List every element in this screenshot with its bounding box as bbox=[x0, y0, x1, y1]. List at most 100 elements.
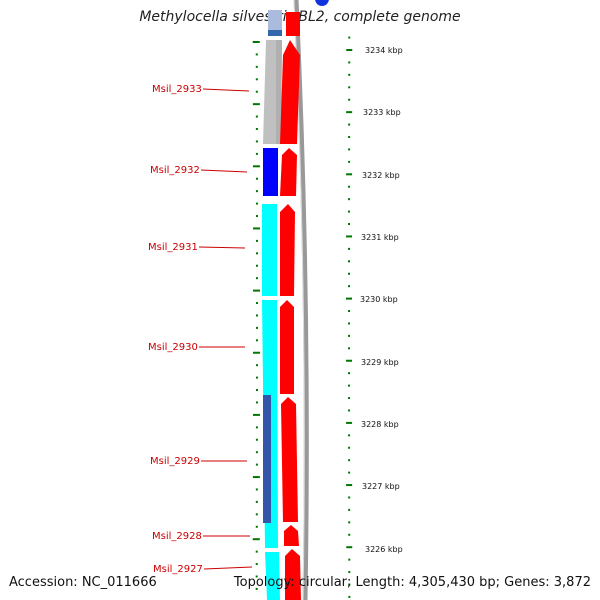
outer-major-tick bbox=[346, 546, 353, 549]
outer-minor-tick bbox=[348, 148, 351, 151]
gene-msil-2927-reverse bbox=[265, 552, 280, 600]
scale-label: 3229 kbp bbox=[361, 358, 399, 367]
inner-minor-tick bbox=[255, 128, 258, 131]
gene-msil-2932-reverse bbox=[263, 148, 278, 196]
gene-msil-2933-reverse-shade bbox=[276, 40, 282, 144]
outer-minor-tick bbox=[348, 471, 351, 474]
inner-major-tick bbox=[252, 227, 260, 230]
gene-label: Msil_2933 bbox=[152, 84, 202, 95]
outer-minor-tick bbox=[348, 521, 351, 524]
inner-minor-tick bbox=[255, 339, 258, 342]
gene-label: Msil_2927 bbox=[153, 564, 203, 575]
gene-msil-2930-forward bbox=[280, 300, 294, 394]
outer-minor-tick bbox=[348, 409, 351, 412]
inner-minor-tick bbox=[255, 500, 258, 503]
inner-minor-tick bbox=[255, 264, 258, 267]
outer-minor-tick bbox=[348, 496, 351, 499]
inner-major-tick bbox=[252, 289, 260, 292]
gene-msil-2929-overlay bbox=[263, 395, 271, 523]
genome-backbone bbox=[293, 0, 309, 600]
outer-minor-tick bbox=[348, 247, 351, 250]
outer-minor-tick bbox=[348, 533, 351, 536]
gene-msil-2933-forward bbox=[280, 40, 300, 144]
gene-label: Msil_2930 bbox=[148, 342, 198, 353]
outer-minor-tick bbox=[348, 123, 351, 126]
outer-major-tick bbox=[346, 49, 353, 51]
inner-minor-tick bbox=[255, 376, 258, 379]
inner-minor-tick bbox=[255, 438, 258, 441]
inner-major-tick bbox=[252, 103, 260, 106]
inner-minor-tick bbox=[255, 575, 258, 578]
gene-msil-2931-reverse bbox=[262, 204, 277, 296]
inner-minor-tick bbox=[255, 65, 258, 68]
topology-text: Topology: circular; Length: 4,305,430 bp… bbox=[233, 575, 591, 590]
outer-minor-tick bbox=[348, 558, 351, 561]
gene-label: Msil_2928 bbox=[152, 531, 202, 542]
gene-top-forward bbox=[286, 12, 300, 36]
inner-minor-tick bbox=[255, 202, 258, 205]
gene-msil-2929-forward bbox=[281, 397, 298, 522]
outer-minor-tick bbox=[348, 160, 351, 163]
gene-leader-line bbox=[200, 169, 248, 173]
inner-major-tick bbox=[252, 41, 260, 43]
gene-label: Msil_2931 bbox=[148, 242, 198, 253]
outer-minor-tick bbox=[348, 98, 351, 101]
outer-minor-tick bbox=[348, 198, 351, 201]
inner-minor-tick bbox=[255, 563, 258, 566]
gene-msil-2931-forward bbox=[280, 204, 295, 296]
outer-minor-tick bbox=[348, 136, 351, 139]
inner-minor-tick bbox=[255, 90, 258, 93]
gene-msil-2927-forward bbox=[285, 549, 301, 600]
inner-minor-tick bbox=[255, 190, 258, 193]
scale-label: 3232 kbp bbox=[362, 171, 400, 180]
gene-leader-line bbox=[202, 88, 250, 92]
outer-minor-tick bbox=[348, 285, 351, 288]
gene-leader-line bbox=[198, 246, 246, 249]
gene-leader-line bbox=[203, 566, 253, 570]
outer-minor-tick bbox=[348, 595, 351, 598]
inner-minor-tick bbox=[255, 78, 258, 81]
inner-minor-tick bbox=[255, 115, 258, 118]
outer-tick-ring bbox=[346, 36, 353, 598]
outer-minor-tick bbox=[348, 272, 351, 275]
outer-major-tick bbox=[346, 359, 353, 362]
gene-msil-2932-forward bbox=[280, 148, 297, 196]
scale-label: 3231 kbp bbox=[361, 233, 399, 242]
scale-label: 3226 kbp bbox=[365, 545, 403, 554]
inner-minor-tick bbox=[255, 277, 258, 280]
inner-minor-tick bbox=[255, 550, 258, 553]
gene-msil-2928-forward bbox=[284, 525, 299, 546]
outer-minor-tick bbox=[348, 334, 351, 337]
outer-minor-tick bbox=[348, 571, 351, 574]
outer-minor-tick bbox=[348, 36, 351, 39]
position-marker-icon bbox=[315, 0, 329, 6]
inner-minor-tick bbox=[255, 53, 258, 56]
outer-minor-tick bbox=[348, 347, 351, 350]
gene-label: Msil_2932 bbox=[150, 165, 200, 176]
inner-minor-tick bbox=[255, 302, 258, 305]
inner-minor-tick bbox=[255, 326, 258, 329]
inner-major-tick bbox=[252, 413, 260, 416]
inner-minor-tick bbox=[255, 401, 258, 404]
outer-minor-tick bbox=[348, 86, 351, 89]
inner-major-tick bbox=[252, 165, 260, 168]
outer-minor-tick bbox=[348, 310, 351, 313]
inner-tick-ring bbox=[252, 41, 260, 590]
outer-major-tick bbox=[346, 173, 353, 176]
inner-minor-tick bbox=[255, 488, 258, 491]
inner-minor-tick bbox=[255, 364, 258, 367]
feature-top-reverse-dark bbox=[268, 30, 282, 36]
inner-minor-tick bbox=[255, 314, 258, 317]
outer-minor-tick bbox=[348, 185, 351, 188]
inner-minor-tick bbox=[255, 140, 258, 143]
inner-minor-tick bbox=[255, 252, 258, 255]
inner-major-tick bbox=[252, 351, 260, 354]
inner-minor-tick bbox=[255, 215, 258, 218]
scale-label: 3228 kbp bbox=[361, 420, 399, 429]
inner-minor-tick bbox=[255, 152, 258, 155]
inner-minor-tick bbox=[255, 463, 258, 466]
gene-label: Msil_2929 bbox=[150, 456, 200, 467]
inner-minor-tick bbox=[255, 426, 258, 429]
inner-minor-tick bbox=[255, 587, 258, 590]
